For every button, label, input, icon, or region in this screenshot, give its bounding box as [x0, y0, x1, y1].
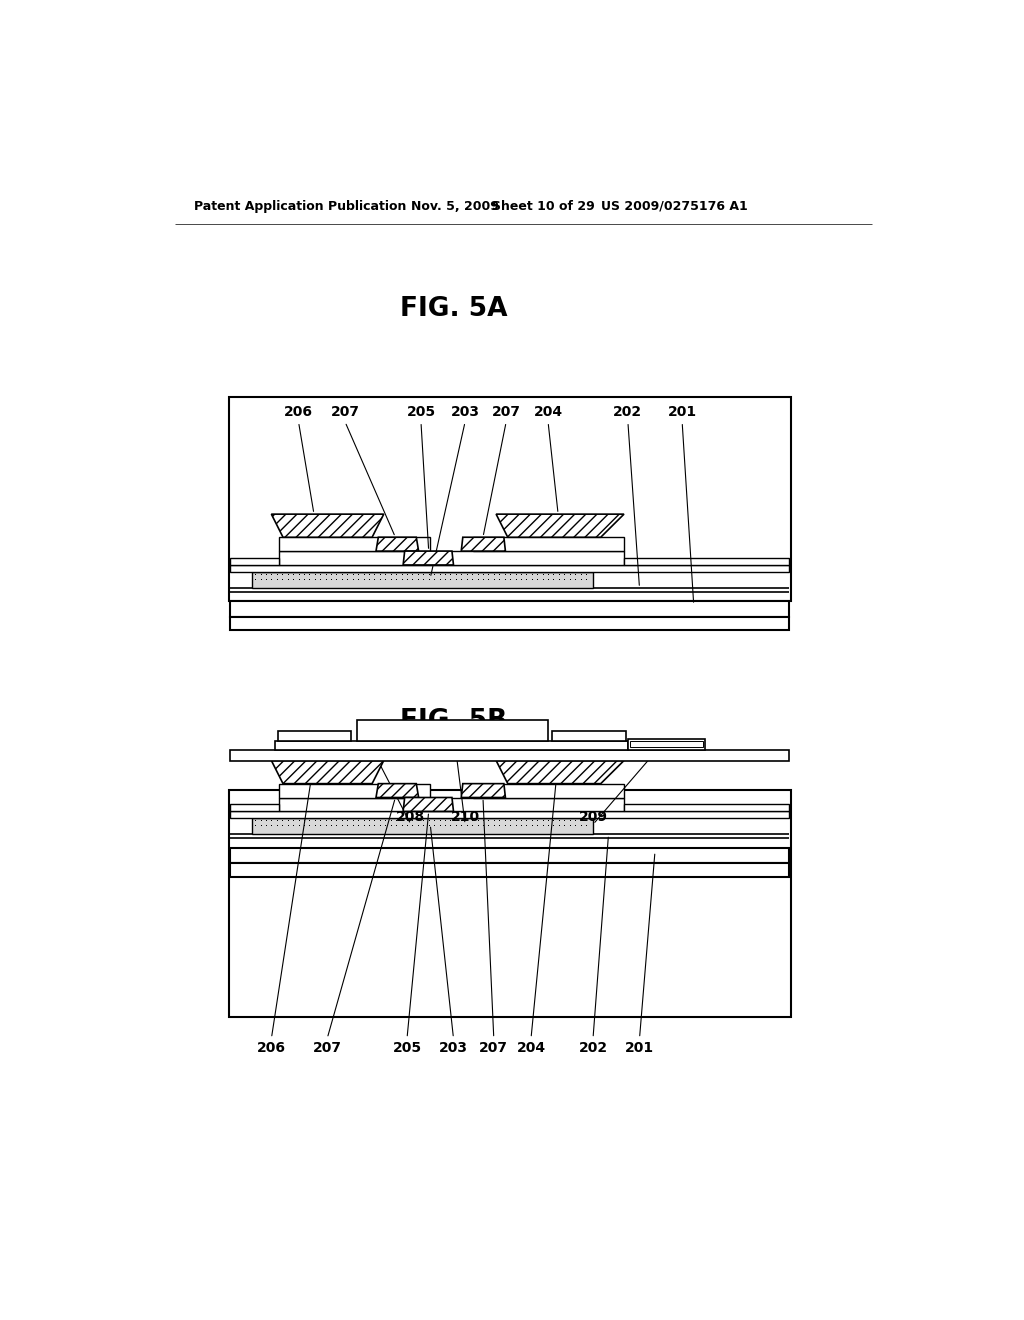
Bar — [278, 731, 351, 741]
Text: 205: 205 — [392, 1040, 422, 1055]
Bar — [552, 731, 626, 741]
Bar — [280, 784, 430, 797]
Text: 210: 210 — [451, 809, 479, 824]
Text: FIG. 5B: FIG. 5B — [400, 708, 507, 734]
Polygon shape — [461, 537, 506, 552]
Text: 209: 209 — [579, 809, 607, 824]
Bar — [228, 397, 791, 601]
Polygon shape — [271, 760, 384, 784]
Bar — [230, 750, 790, 760]
Polygon shape — [376, 784, 419, 797]
Bar — [628, 739, 706, 750]
Text: 207: 207 — [492, 405, 520, 420]
Text: 207: 207 — [312, 1040, 342, 1055]
Bar — [230, 847, 790, 863]
Text: 206: 206 — [284, 405, 313, 420]
Polygon shape — [403, 552, 454, 565]
Bar — [630, 742, 703, 747]
Text: 205: 205 — [407, 405, 435, 420]
Text: FIG. 5A: FIG. 5A — [399, 296, 507, 322]
Bar — [252, 818, 593, 834]
Text: 208: 208 — [396, 809, 425, 824]
Bar — [280, 552, 624, 565]
Bar — [624, 804, 790, 812]
Bar — [230, 558, 280, 565]
Bar — [230, 601, 790, 616]
Polygon shape — [403, 797, 454, 812]
Bar — [280, 797, 624, 812]
Text: 207: 207 — [331, 405, 359, 420]
Text: 201: 201 — [668, 405, 696, 420]
Polygon shape — [461, 784, 506, 797]
Text: 202: 202 — [579, 1040, 607, 1055]
Bar — [230, 812, 790, 818]
Bar — [230, 863, 790, 876]
Polygon shape — [496, 760, 624, 784]
Bar — [230, 804, 280, 812]
Text: Sheet 10 of 29: Sheet 10 of 29 — [493, 199, 595, 213]
Text: US 2009/0275176 A1: US 2009/0275176 A1 — [601, 199, 748, 213]
Bar — [228, 789, 791, 1016]
Bar — [473, 537, 624, 552]
Bar — [230, 565, 790, 572]
Text: 207: 207 — [479, 1040, 508, 1055]
Bar — [230, 616, 790, 631]
Text: 203: 203 — [451, 405, 479, 420]
Bar — [473, 784, 624, 797]
Text: 206: 206 — [257, 1040, 286, 1055]
Bar — [356, 719, 548, 741]
Bar — [280, 537, 430, 552]
Text: 204: 204 — [534, 405, 562, 420]
Bar — [252, 572, 593, 589]
Bar — [275, 741, 628, 750]
Polygon shape — [496, 515, 624, 537]
Polygon shape — [271, 515, 384, 537]
Text: 201: 201 — [625, 1040, 654, 1055]
Text: Patent Application Publication: Patent Application Publication — [194, 199, 407, 213]
Text: 204: 204 — [516, 1040, 546, 1055]
Polygon shape — [376, 537, 419, 552]
Text: Nov. 5, 2009: Nov. 5, 2009 — [411, 199, 499, 213]
Bar — [624, 558, 790, 565]
Text: 202: 202 — [613, 405, 642, 420]
Text: 203: 203 — [439, 1040, 468, 1055]
